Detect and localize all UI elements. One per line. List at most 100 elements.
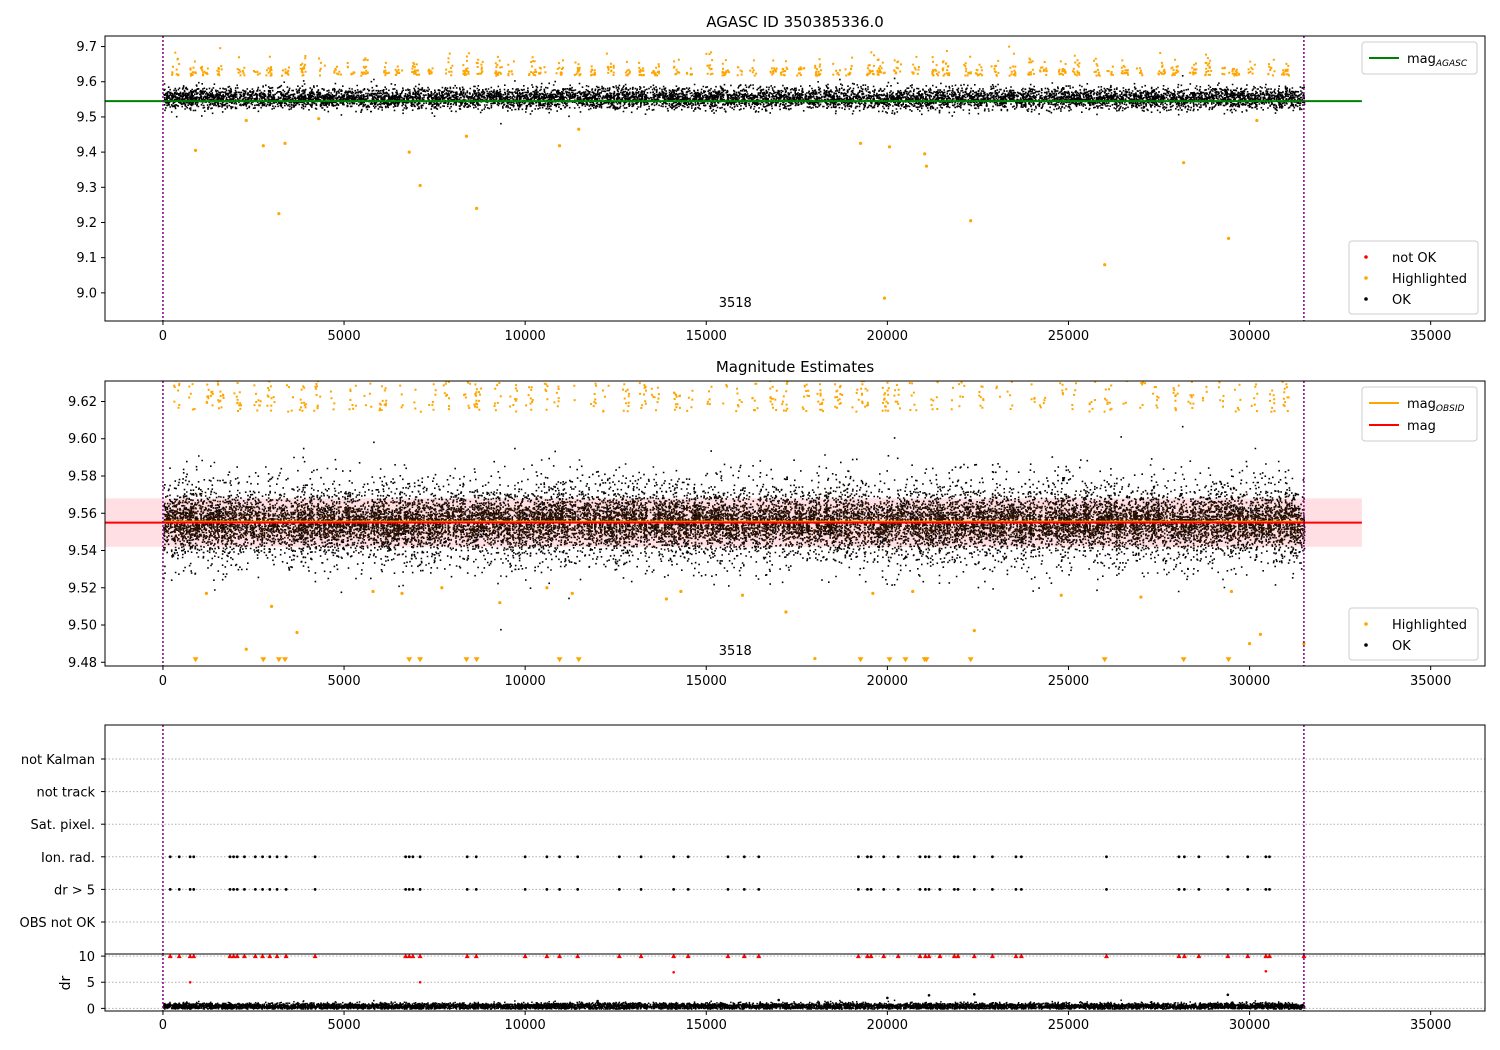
flag-label: not Kalman [21,753,95,768]
highlighted-point [371,589,375,594]
flag-point [956,888,960,891]
x-tick-label: 5000 [328,329,361,344]
highlighted-point [871,591,875,595]
flag-point [275,855,279,859]
flag-point [617,855,621,859]
highlighted-point [277,212,281,216]
y-tick-label: 0 [87,1002,95,1017]
x-tick-label: 20000 [867,329,908,344]
flag-point [284,855,288,859]
highlighted-point [295,630,299,635]
dr-clipped-marker [922,954,928,959]
y-tick-label: 9.5 [76,110,97,125]
clipped-low-marker [1225,657,1232,663]
highlighted-clusters [171,45,1290,77]
flag-point [918,855,922,859]
flags-plot-area: not Kalman not track Sat. pixel. Ion. rad. d… [20,725,1485,954]
dr-clipped-marker [685,954,691,959]
clipped-low-marker [417,657,424,663]
highlighted-point [679,589,683,594]
clipped-low-marker [463,657,470,663]
flag-point [1019,855,1023,859]
dr-clipped-marker [917,954,923,959]
flag-point [177,888,181,891]
flag-point [168,855,172,859]
dr-clipped-marker [926,954,932,959]
y-tick-label: 9.62 [68,395,97,410]
highlighted-point [1302,642,1306,646]
dr-ok-points [163,999,1306,1010]
dr-clipped-marker [464,954,470,959]
flag-point [474,888,478,891]
flag-point [558,888,561,891]
flag-point [235,855,239,859]
dr-clipped-marker [231,954,237,959]
flag-point [639,888,643,891]
highlighted-point [244,647,248,651]
flag-point [261,888,264,891]
highlighted-point [1139,595,1143,599]
dr-clipped-marker [267,954,273,959]
y-tick-label: 9.50 [68,619,97,634]
flag-point [639,855,643,859]
flag-label: dr > 5 [54,883,95,898]
dr-point [886,996,889,1000]
dr-clipped-marker [1104,954,1109,959]
flag-point [991,888,994,891]
dr-clipped-marker [864,954,870,959]
flag-point [686,888,690,891]
dr-point [1226,993,1230,997]
flag-point [407,888,411,891]
flag-point [253,855,257,859]
x-tick-label: 15000 [686,674,727,689]
magnitude-estimates-panel: Magnitude Estimates 3518 0 5000 10000 15000 2… [68,358,1486,689]
highlighted-point [475,206,479,211]
highlighted-point [924,164,929,168]
clipped-low-marker [282,657,289,663]
flag-label: OBS not OK [20,916,96,931]
dr-clipped-marker [725,954,731,959]
dr-clipped-marker [756,954,762,959]
x-tick-label: 30000 [1229,1018,1270,1033]
flag-point [243,855,246,859]
dr-clipped-marker [283,954,289,959]
dr-clipped-marker [616,954,622,959]
flag-point [253,888,257,891]
legend-marker [1364,297,1368,301]
highlighted-point [887,145,892,149]
x-tick-label: 10000 [504,674,545,689]
legend-label: OK [1392,293,1411,308]
dr-content [163,954,1307,1010]
panel2-frame [104,380,1486,667]
x-tick-label: 35000 [1410,1018,1451,1033]
dr-clipped-marker [951,954,957,959]
flag-point [1246,888,1250,891]
legend-label: OK [1392,639,1411,654]
flag-point [407,855,411,859]
flag-point [474,855,478,859]
flag-point [882,888,886,891]
flag-point [856,888,860,891]
panel1-frame [104,35,1486,322]
flag-point [418,855,422,859]
highlighted-point [464,134,469,138]
flag-point [672,888,676,891]
flag-point [1226,888,1230,891]
legend-marker [1364,276,1368,280]
highlighted-point [193,148,198,152]
flag-point [545,888,549,891]
flag-point [232,888,235,891]
flag-point [923,855,927,859]
y-tick-label: 9.2 [76,216,97,231]
flag-point [1019,888,1023,891]
flag-point [869,855,873,859]
flag-point [672,855,676,859]
y-tick-label: 9.1 [76,251,97,266]
flag-point [313,888,317,891]
panel2-title: Magnitude Estimates [716,358,874,376]
flag-point [188,888,192,891]
dr-plot-area: 0 5 10 0 5000 10000 15000 20000 25000 30000 35000 [78,950,1485,1033]
highlighted-point [317,117,321,121]
flag-point [284,888,288,891]
x-tick-label: 25000 [1048,329,1089,344]
